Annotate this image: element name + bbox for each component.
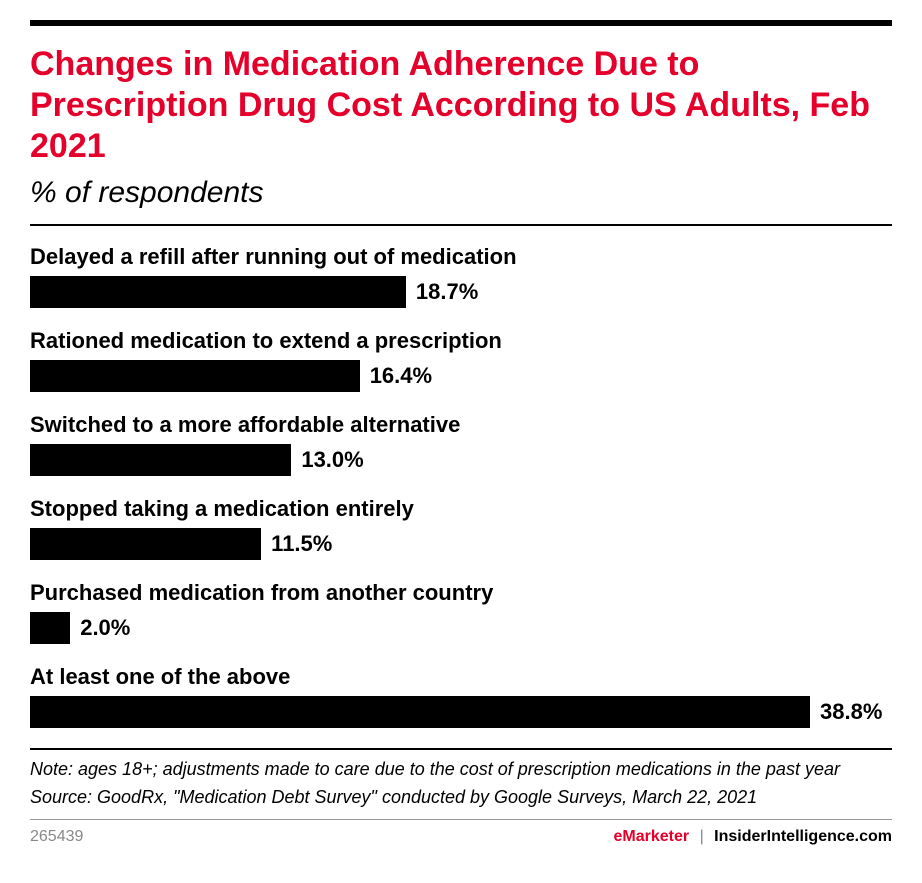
bar-label: Rationed medication to extend a prescrip… [30, 328, 892, 354]
header-rule [30, 224, 892, 226]
brand-emarketer: eMarketer [614, 828, 690, 845]
bar-value: 18.7% [416, 279, 478, 305]
bar-value: 2.0% [80, 615, 130, 641]
bottom-rule [30, 748, 892, 750]
chart-subtitle: % of respondents [30, 176, 892, 210]
bar [30, 444, 291, 476]
chart-title: Changes in Medication Adherence Due to P… [30, 44, 892, 166]
chart-note: Note: ages 18+; adjustments made to care… [30, 758, 892, 781]
bar-row: 18.7% [30, 276, 892, 308]
footer-brands: eMarketer | InsiderIntelligence.com [614, 828, 893, 846]
bar-label: At least one of the above [30, 664, 892, 690]
top-rule [30, 20, 892, 26]
chart-source: Source: GoodRx, "Medication Debt Survey"… [30, 786, 892, 809]
bar-row: 13.0% [30, 444, 892, 476]
bars-container: Delayed a refill after running out of me… [30, 244, 892, 728]
footer-rule [30, 819, 892, 820]
bar [30, 528, 261, 560]
bar [30, 612, 70, 644]
bar [30, 360, 360, 392]
bar-label: Stopped taking a medication entirely [30, 496, 892, 522]
bar-row: 11.5% [30, 528, 892, 560]
footer-id: 265439 [30, 828, 83, 846]
bar [30, 276, 406, 308]
bar-value: 11.5% [271, 531, 332, 557]
bar-label: Purchased medication from another countr… [30, 580, 892, 606]
bar [30, 696, 810, 728]
brand-pipe: | [700, 828, 704, 845]
bar-row: 16.4% [30, 360, 892, 392]
bar-label: Delayed a refill after running out of me… [30, 244, 892, 270]
bar-value: 16.4% [370, 363, 432, 389]
bar-group: Purchased medication from another countr… [30, 580, 892, 644]
bar-group: Rationed medication to extend a prescrip… [30, 328, 892, 392]
bar-row: 38.8% [30, 696, 892, 728]
bar-value: 38.8% [820, 699, 882, 725]
bar-group: Stopped taking a medication entirely 11.5… [30, 496, 892, 560]
bar-group: Delayed a refill after running out of me… [30, 244, 892, 308]
bar-label: Switched to a more affordable alternativ… [30, 412, 892, 438]
bar-group: At least one of the above 38.8% [30, 664, 892, 728]
bar-row: 2.0% [30, 612, 892, 644]
brand-insider: InsiderIntelligence.com [714, 828, 892, 845]
bar-group: Switched to a more affordable alternativ… [30, 412, 892, 476]
bar-value: 13.0% [301, 447, 363, 473]
footer: 265439 eMarketer | InsiderIntelligence.c… [30, 828, 892, 846]
